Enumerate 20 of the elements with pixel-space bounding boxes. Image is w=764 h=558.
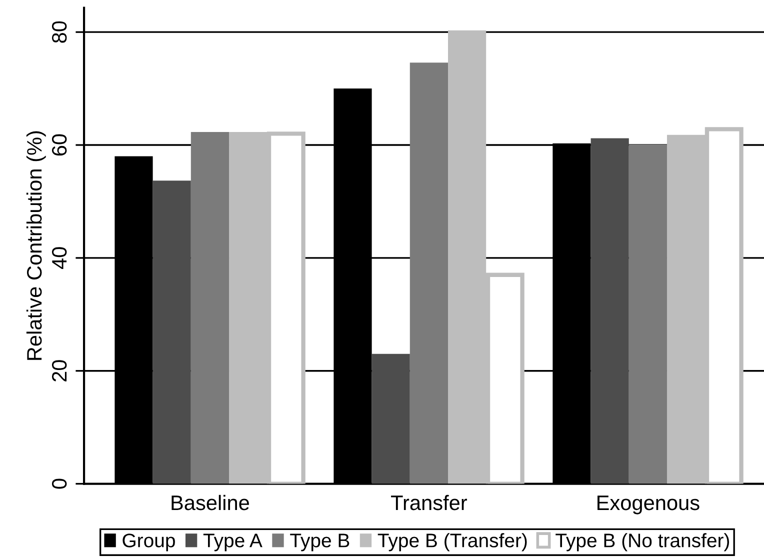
y-tick-label: 40 xyxy=(52,247,67,270)
legend-label: Type B xyxy=(290,534,350,552)
bar xyxy=(628,144,667,484)
x-tick-label: Transfer xyxy=(391,494,467,510)
legend-label: Type B (Transfer) xyxy=(378,533,527,552)
bar xyxy=(152,180,191,484)
y-tick-label: 20 xyxy=(52,360,67,382)
bar xyxy=(590,138,629,484)
x-tick-label: Exogenous xyxy=(598,496,700,514)
y-tick-label: 60 xyxy=(52,134,67,156)
bar xyxy=(410,62,448,484)
x-tick-label: Baseline xyxy=(172,494,249,510)
legend-label: Group xyxy=(122,534,175,552)
bar xyxy=(190,132,230,484)
y-tick-label: 80 xyxy=(52,21,67,43)
legend-label: Type B (No transfer) xyxy=(556,533,730,552)
legend-label: Type A xyxy=(203,534,262,552)
bar xyxy=(372,354,410,484)
y-axis-title: Relative Contribution (%) xyxy=(26,131,46,360)
y-tick-label: 0 xyxy=(52,478,67,489)
